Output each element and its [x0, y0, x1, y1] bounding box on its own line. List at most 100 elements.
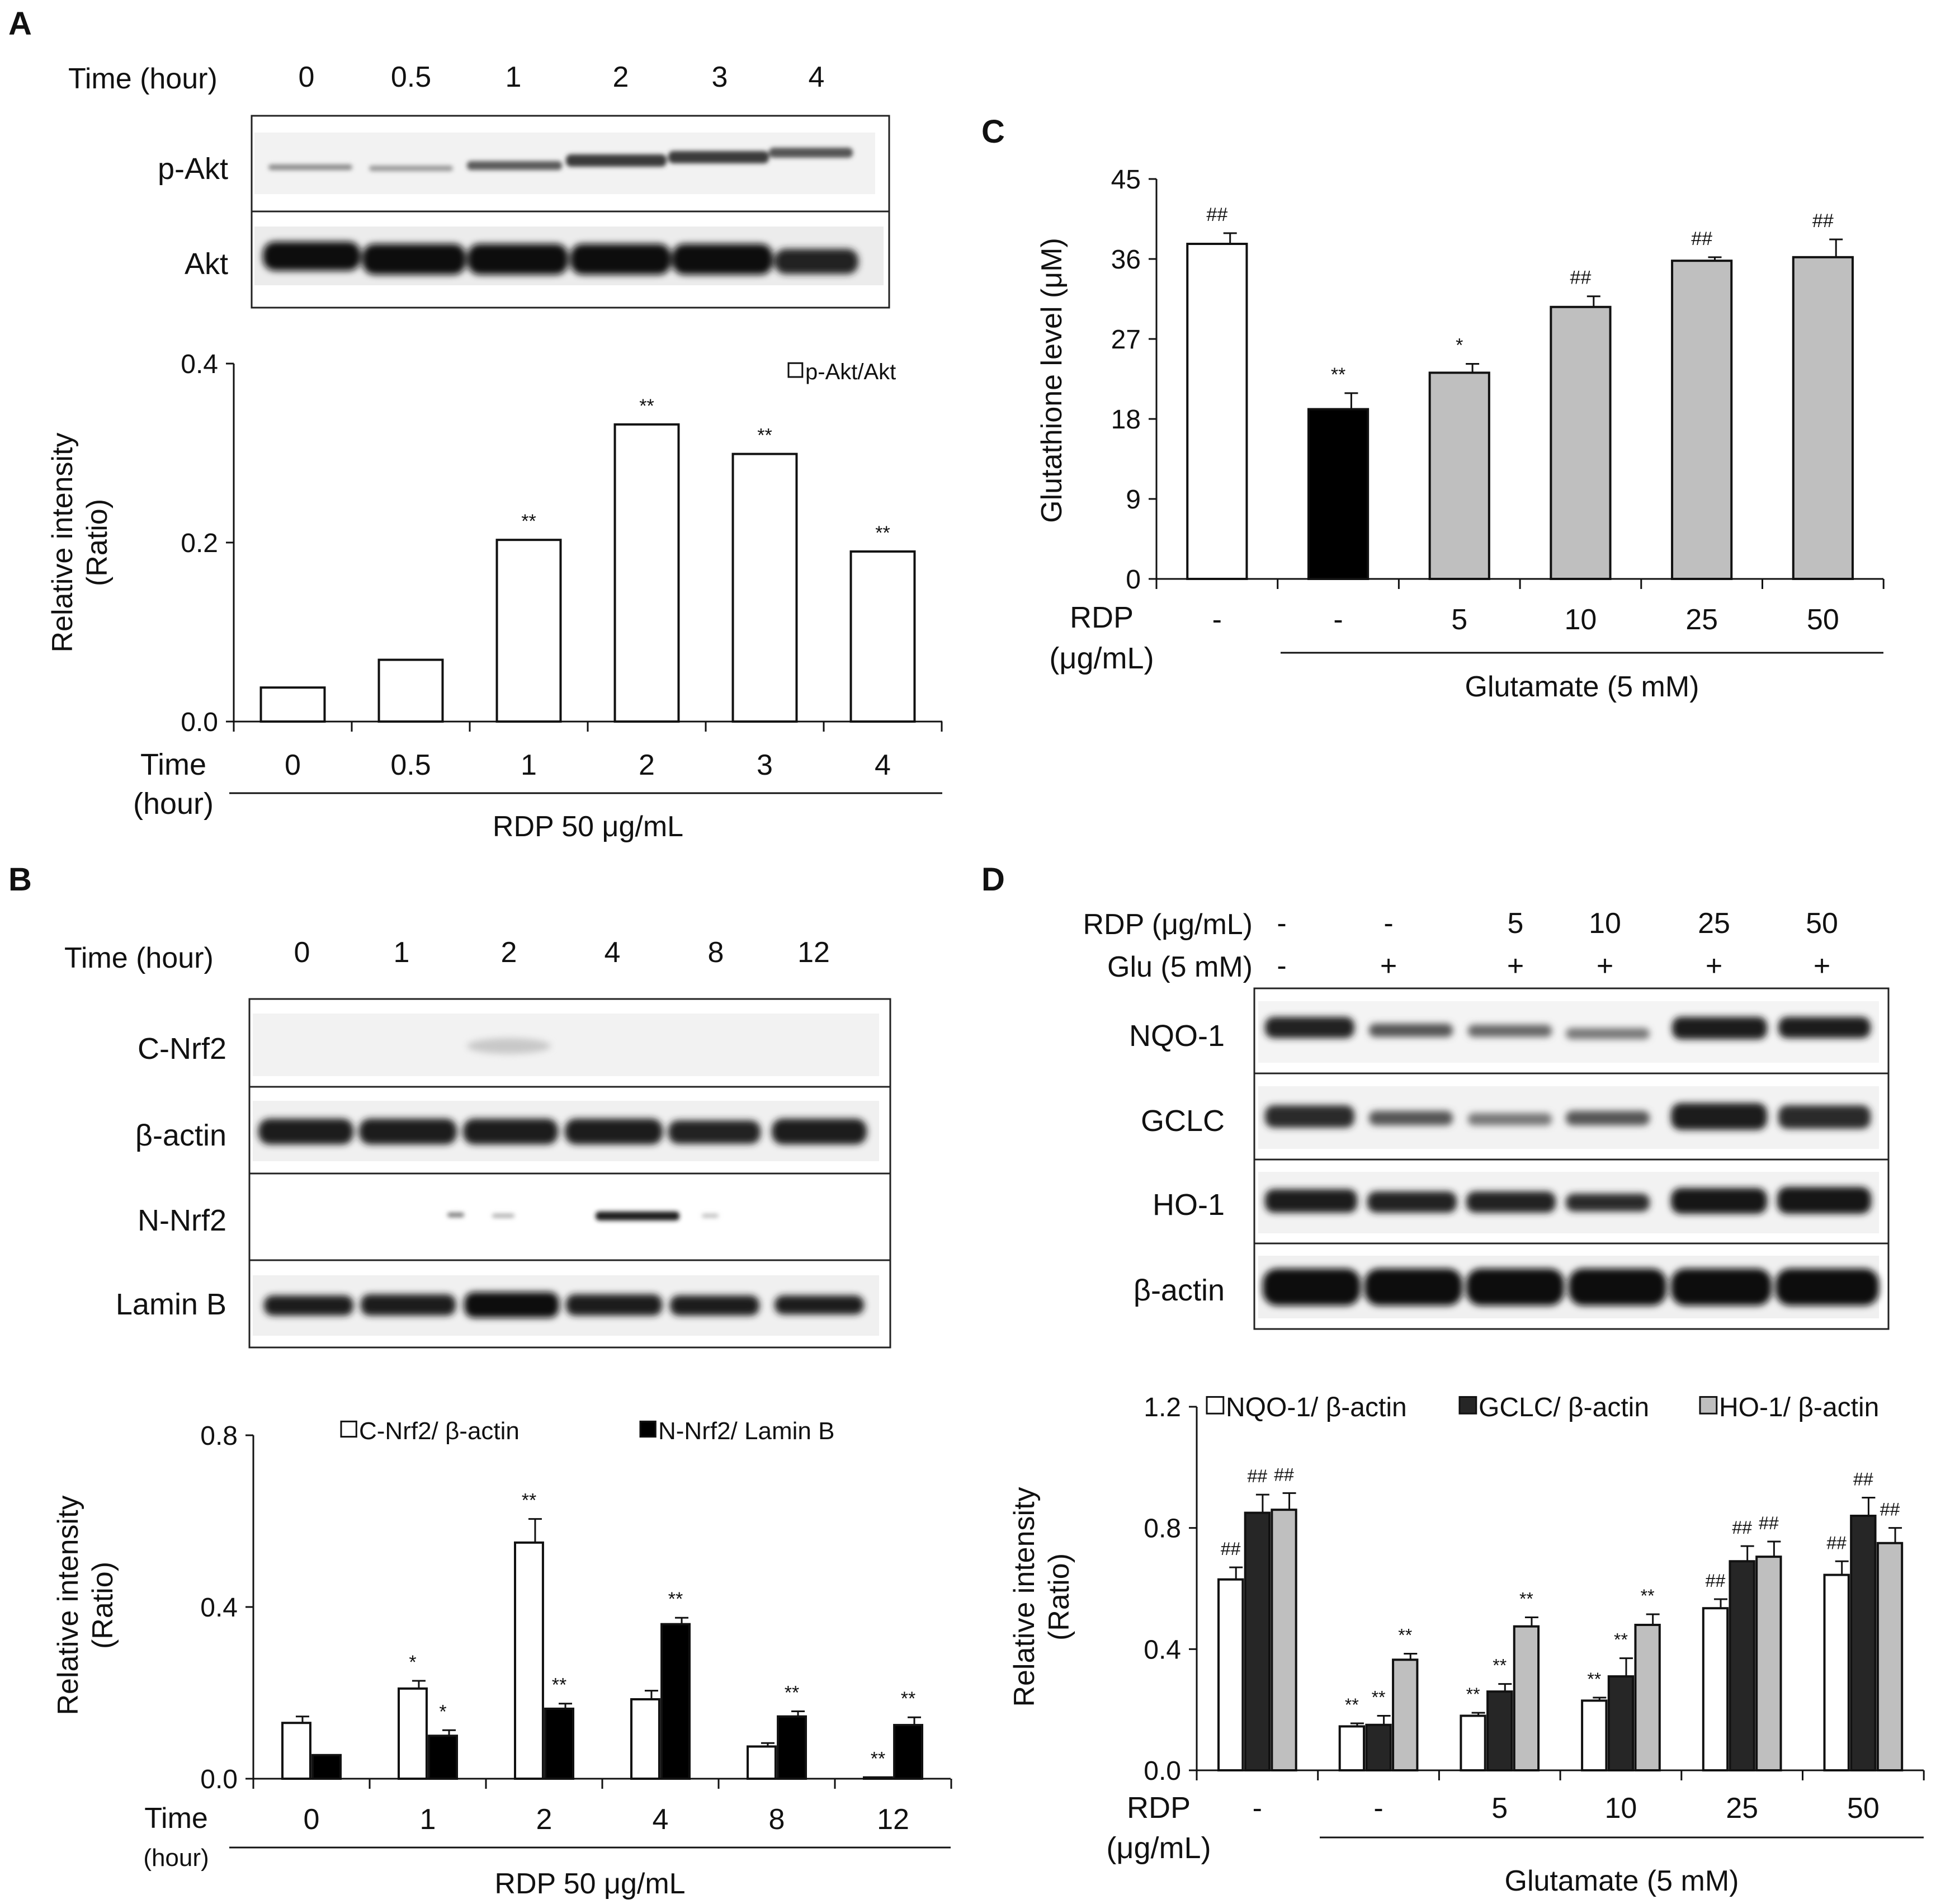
significance-mark: **: [1372, 1688, 1386, 1708]
blot-a-lane-1: 0.5: [391, 61, 431, 93]
x-category-label: 0: [285, 749, 301, 781]
significance-mark: **: [1331, 364, 1345, 385]
panel-letter-a: A: [8, 6, 32, 42]
significance-mark: **: [1587, 1669, 1601, 1689]
bar: [1581, 1699, 1608, 1772]
nqo1-band-2: [1468, 1025, 1552, 1037]
significance-mark: ##: [1759, 1513, 1779, 1533]
blot-b-lane-4: 8: [708, 936, 724, 969]
lamin-band-5: [775, 1295, 864, 1314]
blot-d-glu-2: +: [1507, 950, 1524, 982]
significance-mark: **: [1641, 1586, 1655, 1606]
significance-mark: ##: [1853, 1469, 1873, 1490]
blot-d-row-label-bactin: β-actin: [1134, 1274, 1225, 1307]
nqo1-band-5: [1778, 1017, 1871, 1038]
x-axis-title: (μg/mL): [1049, 642, 1154, 675]
bar: [1702, 1607, 1729, 1771]
pakt-band-1: [369, 166, 453, 171]
bactin-d-band-4: [1671, 1269, 1772, 1306]
significance-mark: **: [901, 1688, 915, 1709]
group-label: Glutamate (5 mM): [1465, 671, 1699, 703]
group-label: Glutamate (5 mM): [1505, 1865, 1739, 1897]
gclc-band-4: [1671, 1103, 1767, 1130]
akt-band-1: [362, 244, 466, 275]
x-category-label: 2: [536, 1803, 553, 1836]
bactin-d-band-0: [1263, 1269, 1361, 1306]
pakt-band-4: [668, 151, 769, 163]
significance-mark: **: [521, 511, 536, 532]
gclc-band-1: [1369, 1111, 1453, 1125]
y-tick-label: 0: [1126, 565, 1141, 595]
blot-b-row-label-cnrf2: C-Nrf2: [138, 1032, 226, 1066]
significance-mark: **: [668, 1589, 683, 1610]
significance-mark: **: [1345, 1695, 1359, 1715]
significance-mark: *: [1456, 334, 1463, 356]
bar: [544, 1707, 575, 1780]
chart-a: 0.0 0.2 0.4 0 0.5 1 2 3 4 ** ** ** ** Relative intens…: [46, 350, 943, 843]
pakt-band-0: [268, 164, 352, 170]
lamin-band-2: [464, 1292, 559, 1318]
x-category-label: -: [1253, 1792, 1262, 1825]
bar: [777, 1715, 807, 1780]
blot-d-glu-5: +: [1814, 950, 1830, 982]
x-category-label: -: [1333, 604, 1343, 636]
y-axis-label: Relative intensity: [1008, 1487, 1041, 1707]
nnrf2-band-4: [702, 1214, 719, 1218]
significance-mark: ##: [1826, 1533, 1847, 1553]
ho1-band-3: [1566, 1194, 1650, 1212]
bar: [1792, 256, 1854, 581]
panel-letter-c: C: [981, 114, 1005, 150]
y-axis-label: Relative intensity: [52, 1495, 84, 1715]
panel-letter-b: B: [8, 861, 32, 898]
x-axis-title: (hour): [133, 787, 214, 821]
nnrf2-band-3: [596, 1212, 679, 1220]
x-axis-title: RDP: [1127, 1791, 1191, 1825]
blot-a-lane-5: 4: [809, 61, 825, 93]
ho1-band-0: [1265, 1189, 1357, 1213]
y-tick-label: 45: [1111, 165, 1141, 195]
blot-b-lane-2: 2: [501, 936, 517, 969]
bar: [281, 1722, 311, 1780]
blot-d-rdp-4: 25: [1698, 907, 1730, 940]
y-tick-label: 0.0: [1144, 1756, 1181, 1786]
bar: [1460, 1714, 1486, 1771]
bar: [1338, 1725, 1366, 1771]
bar: [1392, 1658, 1419, 1772]
x-category-label: 2: [639, 749, 655, 781]
significance-mark: ##: [1206, 204, 1227, 225]
significance-mark: **: [757, 425, 772, 446]
significance-mark: ##: [1691, 228, 1712, 249]
bar: [747, 1745, 777, 1780]
y-tick-label: 36: [1111, 245, 1141, 275]
y-tick-label: 0.4: [181, 350, 218, 379]
bar: [849, 550, 916, 723]
y-tick-label: 0.4: [1144, 1635, 1181, 1665]
y-axis-label: (Ratio): [1043, 1553, 1075, 1641]
bactin-b-band-3: [565, 1119, 663, 1144]
gclc-band-0: [1265, 1105, 1354, 1128]
nnrf2-band-1: [447, 1213, 464, 1217]
bar: [1244, 1511, 1271, 1771]
blot-d-glu-4: +: [1706, 950, 1722, 982]
x-category-label: 1: [420, 1803, 436, 1836]
bar: [1850, 1515, 1877, 1771]
blot-d-rdp-0: -: [1277, 907, 1286, 940]
cnrf2-band-2: [467, 1038, 551, 1054]
bar: [1428, 371, 1490, 581]
y-axis-label: (Ratio): [81, 499, 114, 586]
bar: [1186, 242, 1248, 580]
x-category-label: 5: [1451, 604, 1467, 636]
x-category-label: 12: [877, 1803, 909, 1836]
x-category-label: 3: [757, 749, 773, 781]
x-category-label: 25: [1685, 604, 1718, 636]
bar: [398, 1687, 428, 1780]
y-axis-label: Glutathione level (μM): [1036, 238, 1068, 523]
legend-label: NQO-1/ β-actin: [1226, 1393, 1407, 1422]
blot-a-header-label: Time (hour): [68, 63, 218, 95]
significance-mark: **: [875, 522, 890, 544]
bar: [428, 1735, 459, 1780]
x-axis-title: Time: [144, 1802, 208, 1835]
significance-mark: ##: [1706, 1571, 1726, 1591]
x-category-label: -: [1212, 604, 1222, 636]
